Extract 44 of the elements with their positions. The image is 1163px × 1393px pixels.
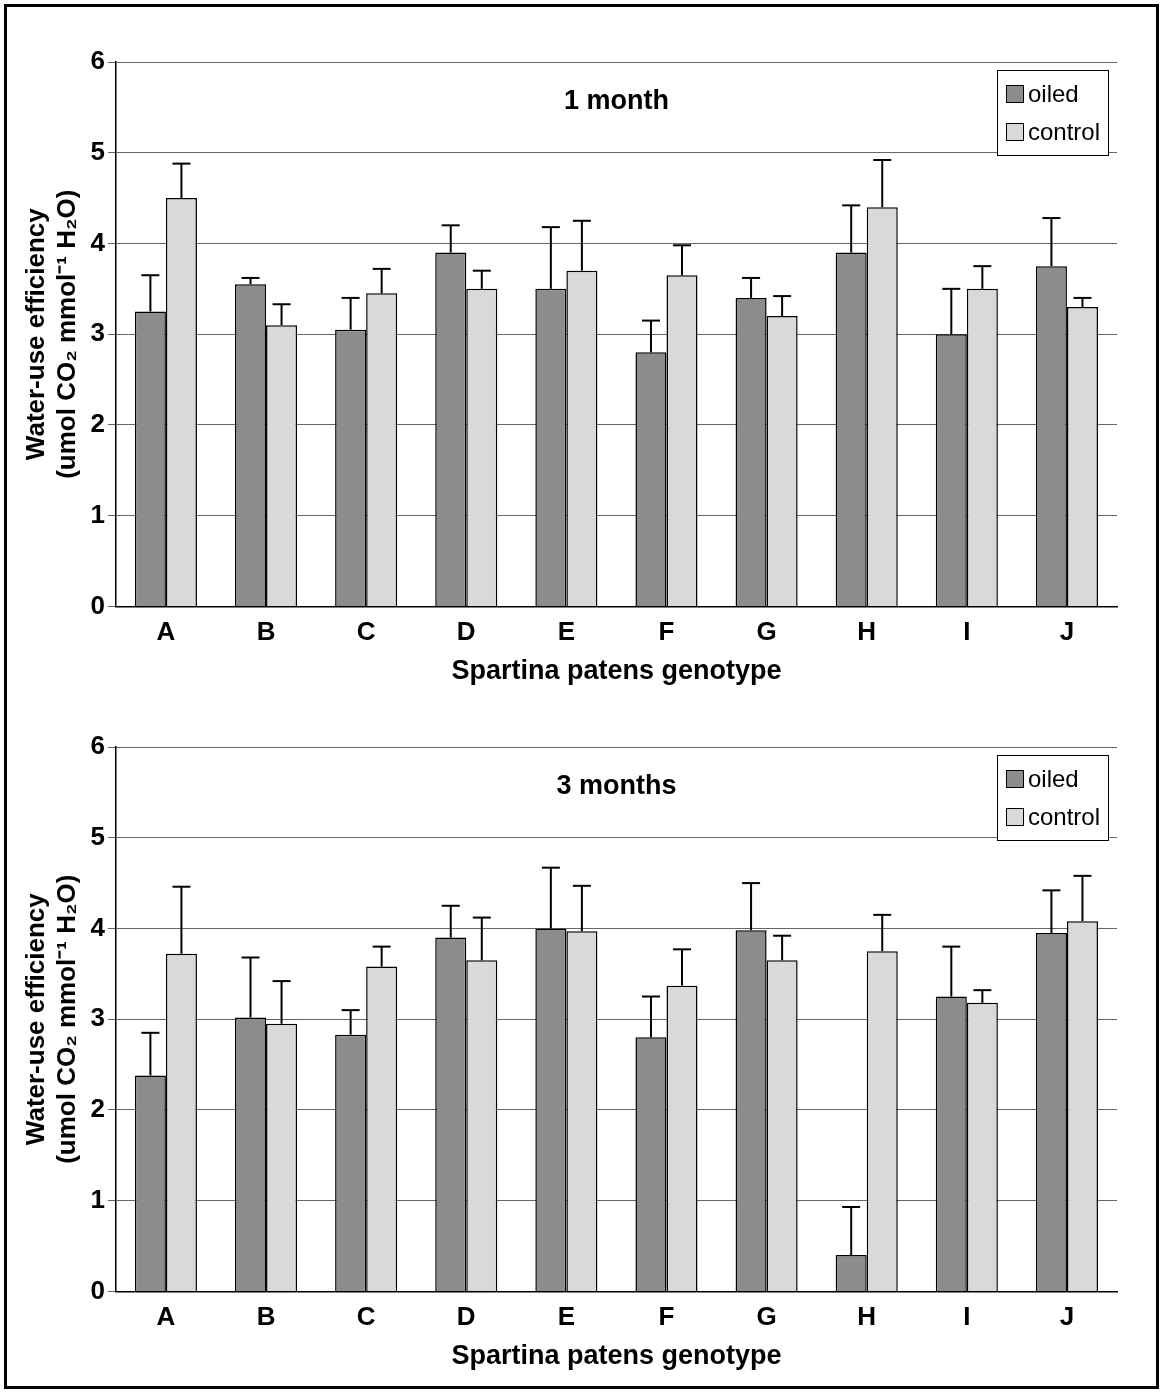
- x-tick-label: I: [963, 1301, 971, 1332]
- x-tick-label: E: [557, 616, 576, 647]
- x-tick-label: J: [1059, 1301, 1075, 1332]
- y-tick-label: 6: [90, 45, 105, 76]
- y-tick-label: 3: [90, 1002, 105, 1033]
- y-tick-label: 1: [90, 498, 105, 529]
- x-tick-label: B: [256, 1301, 276, 1332]
- x-tick-label: E: [557, 1301, 576, 1332]
- legend-label: oiled: [1027, 80, 1079, 108]
- x-tick-label: H: [857, 1301, 877, 1332]
- y-axis-title: Water-use efficiency (umol CO₂ mmol⁻¹ H₂O): [19, 189, 81, 479]
- x-tick-label: B: [256, 616, 276, 647]
- legend-label: control: [1027, 118, 1100, 146]
- y-tick-label: 4: [90, 911, 106, 942]
- x-tick-label: C: [356, 1301, 376, 1332]
- x-tick-label: A: [156, 1301, 176, 1332]
- y-tick-label: 3: [90, 317, 105, 348]
- x-tick-label: A: [156, 616, 176, 647]
- x-tick-label: G: [756, 616, 777, 647]
- legend-label: oiled: [1027, 765, 1079, 793]
- y-tick-label: 2: [90, 408, 105, 439]
- y-tick-label: 5: [90, 135, 105, 166]
- x-axis-title: Spartina patens genotype: [451, 1340, 782, 1371]
- y-tick-label: 0: [90, 589, 105, 620]
- text: 1 month: [563, 85, 669, 116]
- y-tick-label: 2: [90, 1093, 105, 1124]
- legend-label: control: [1027, 803, 1100, 831]
- y-tick-label: 0: [90, 1274, 105, 1305]
- y-tick-label: 4: [90, 226, 106, 257]
- y-tick-label: 5: [90, 820, 105, 851]
- x-tick-label: I: [963, 616, 971, 647]
- x-tick-label: C: [356, 616, 376, 647]
- y-tick-label: 6: [90, 730, 105, 761]
- x-tick-label: D: [456, 616, 476, 647]
- x-tick-label: D: [456, 1301, 476, 1332]
- y-tick-label: 1: [90, 1183, 105, 1214]
- text: 3 months: [556, 770, 677, 801]
- x-tick-label: H: [857, 616, 877, 647]
- x-tick-label: F: [658, 616, 675, 647]
- x-tick-label: G: [756, 1301, 777, 1332]
- x-tick-label: F: [658, 1301, 675, 1332]
- x-tick-label: J: [1059, 616, 1075, 647]
- x-axis-title: Spartina patens genotype: [451, 655, 782, 686]
- y-axis-title: Water-use efficiency (umol CO₂ mmol⁻¹ H₂O): [19, 874, 81, 1164]
